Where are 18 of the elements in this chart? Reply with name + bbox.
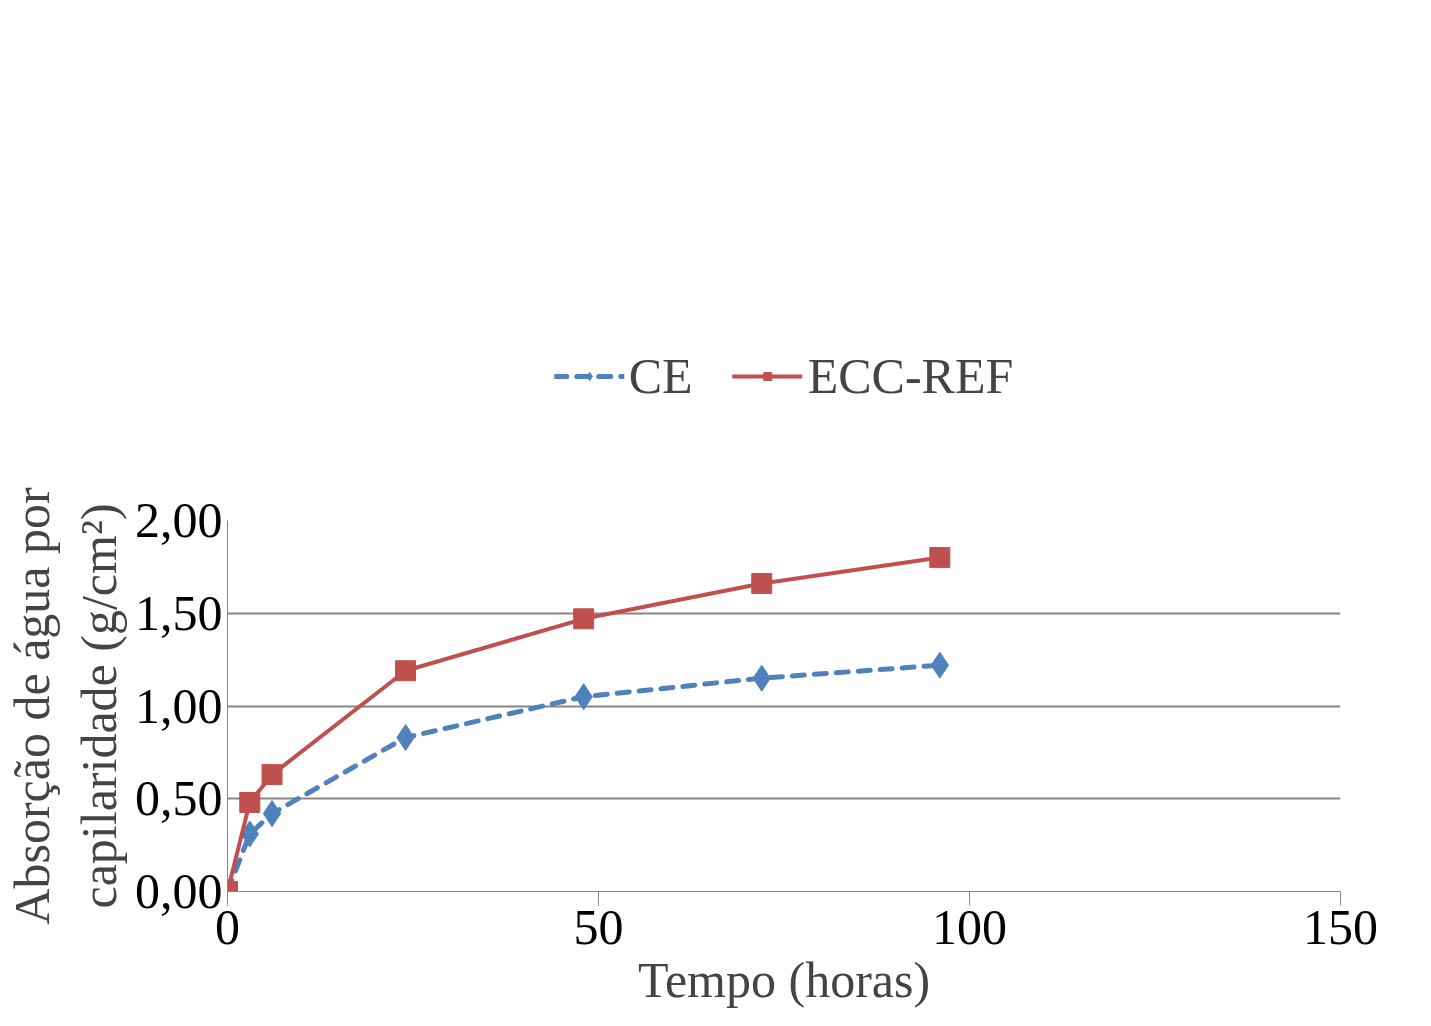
point <box>929 547 951 569</box>
point <box>395 660 417 682</box>
point <box>751 573 773 595</box>
legend-label: ECC-REF <box>807 346 1014 405</box>
y-tick-label: 0,50 <box>135 770 223 827</box>
y-axis-title: Absorção de água por capilaridade (g/cm²) <box>3 486 127 925</box>
y-tick-label: 1,50 <box>135 584 223 641</box>
y-tick-label: 2,00 <box>135 492 223 548</box>
x-tick-label: 100 <box>932 898 1007 955</box>
y-tick-label: 1,00 <box>135 677 223 734</box>
x-axis-title: Tempo (horas) <box>637 951 931 1008</box>
legend-label: CE <box>628 346 693 405</box>
point <box>262 800 282 828</box>
x-tick-label: 50 <box>573 898 624 955</box>
point <box>573 608 595 630</box>
point <box>261 764 283 786</box>
point <box>239 791 261 813</box>
x-tick-label: 150 <box>1303 898 1378 955</box>
